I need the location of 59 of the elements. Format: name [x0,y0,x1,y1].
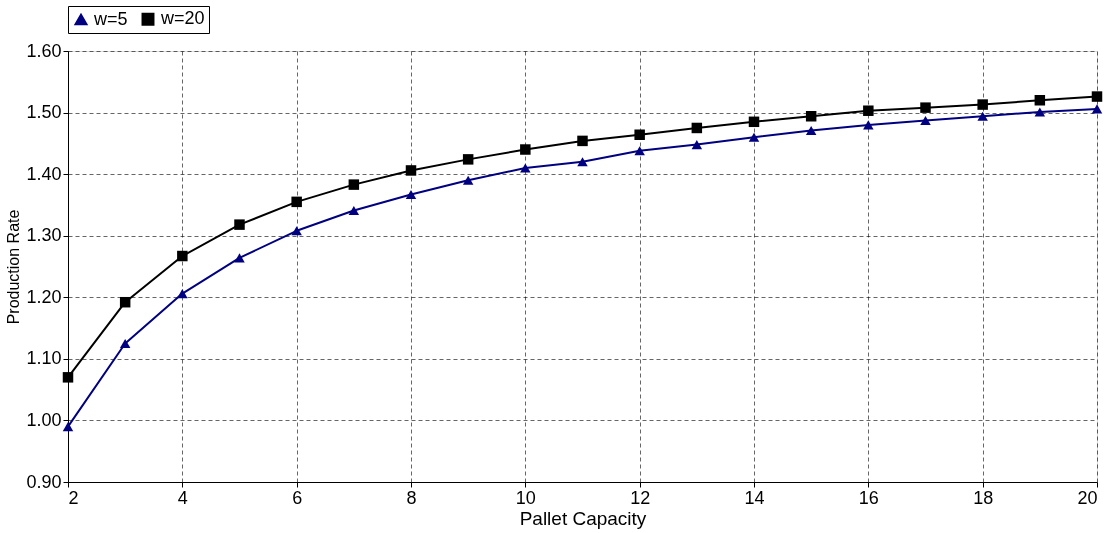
x-tick-label: 18 [973,487,994,508]
point [920,116,931,126]
point [520,163,531,173]
point [291,226,302,236]
y-tick-label: 1.30 [26,225,62,246]
x-tick-label: 8 [406,487,417,508]
point [863,105,874,116]
point [805,125,817,135]
x-tick-label: 16 [858,487,879,508]
point [119,296,131,308]
y-tick-label: 1.10 [26,348,62,369]
x-tick-label: 20 [1077,487,1098,508]
point [920,102,931,113]
y-tick-label: 1.00 [26,409,62,430]
point [348,205,360,216]
point [1091,91,1103,102]
point [634,129,645,140]
y-tick-label: 1.60 [26,40,62,61]
point [405,189,417,199]
legend-label: w=20 [160,8,205,29]
point [62,422,74,432]
x-tick-label: 12 [630,487,651,508]
point [691,140,703,150]
y-tick-label: 1.20 [26,286,62,307]
point [634,146,645,156]
point [234,253,245,263]
point [577,157,588,167]
x-axis-title: Pallet Capacity [519,507,647,529]
point [977,111,988,121]
x-tick-label: 14 [744,487,765,508]
point [748,116,760,128]
point [177,250,188,262]
x-tick-label: 4 [177,487,188,508]
point [1091,104,1103,114]
legend-label: w=5 [93,8,128,29]
point [1034,95,1046,106]
point [977,99,988,110]
x-tick-label: 2 [68,487,79,508]
y-tick-label: 1.50 [26,102,62,123]
x-tick-label: 6 [292,487,303,508]
point [177,289,188,299]
x-tick-label: 10 [515,487,536,508]
point [691,122,703,134]
point [863,120,874,130]
y-axis-title: Production Rate [5,209,23,325]
point [748,132,760,142]
point [520,144,531,155]
point [291,196,302,208]
point [119,338,131,349]
point [462,154,474,165]
y-tick-label: 1.40 [26,163,62,184]
point [405,165,417,176]
point [462,175,474,185]
point [348,179,360,190]
y-tick-label: 0.90 [26,471,62,492]
point [234,219,245,230]
point [62,372,74,383]
point [805,111,817,122]
point [577,135,588,147]
